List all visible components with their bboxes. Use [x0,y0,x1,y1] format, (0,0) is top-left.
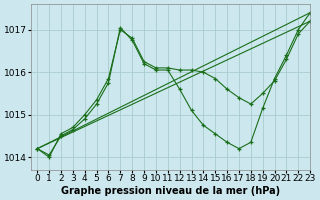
X-axis label: Graphe pression niveau de la mer (hPa): Graphe pression niveau de la mer (hPa) [61,186,280,196]
